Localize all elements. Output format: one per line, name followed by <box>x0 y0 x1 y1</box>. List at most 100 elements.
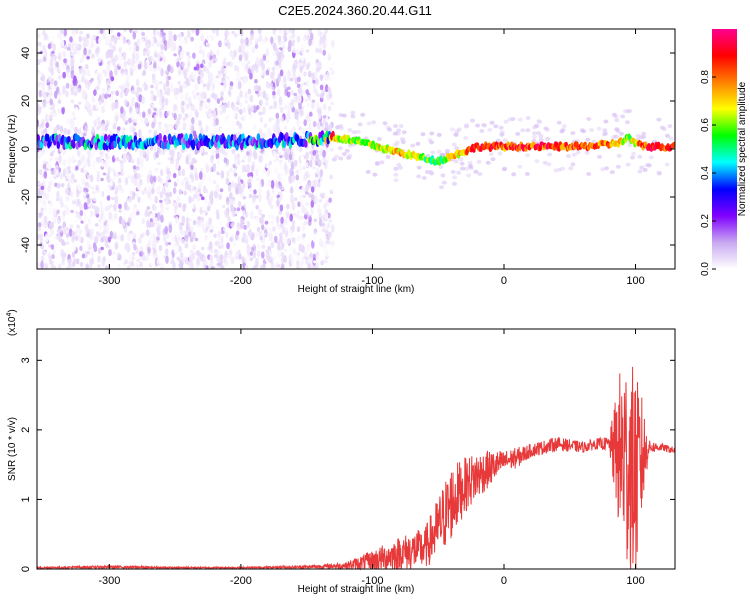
spectrogram-noise-cell <box>213 102 218 110</box>
spectrogram-noise-cell <box>210 211 215 215</box>
spectrogram-noise-cell <box>275 66 280 71</box>
spectrogram-noise-cell <box>98 224 102 231</box>
spectrogram-noise-cell <box>86 174 91 179</box>
spectrogram-noise-cell <box>210 155 215 160</box>
spectrogram-noise-cell <box>283 248 288 253</box>
spectrogram-noise-cell <box>85 181 89 186</box>
spectrogram-noise-cell <box>49 201 54 207</box>
spectrogram-noise-cell <box>214 253 218 258</box>
spectrogram-noise-cell <box>45 221 50 225</box>
spectrogram-noise-cell <box>260 99 264 106</box>
spectrogram-noise-cell <box>214 265 218 269</box>
spectrogram-noise-cell <box>329 191 334 195</box>
spectrogram-noise-cell <box>254 84 259 92</box>
spectrogram-noise-cell <box>225 180 230 185</box>
spectrogram-noise-cell <box>237 200 242 208</box>
spectrogram-noise-cell <box>62 241 66 246</box>
spectrogram-halo-cell <box>400 137 405 142</box>
spectrogram-noise-cell <box>252 123 257 130</box>
spectrogram-noise-cell <box>37 222 42 228</box>
spectrogram-halo-cell <box>463 135 469 140</box>
spectrogram-halo-cell <box>382 121 388 126</box>
spectrogram-noise-cell <box>305 183 309 192</box>
spectrogram-noise-cell <box>76 71 80 79</box>
spectrogram-noise-cell <box>258 155 263 163</box>
spectrogram-noise-cell <box>37 150 42 160</box>
spectrogram-noise-cell <box>248 107 252 116</box>
spectrogram-noise-cell <box>127 232 131 241</box>
spectrogram-noise-cell <box>114 185 119 195</box>
spectrogram-noise-cell <box>84 223 89 232</box>
spectrogram-noise-cell <box>274 33 279 40</box>
spectrogram-noise-cell <box>254 65 259 73</box>
spectrogram-halo-cell <box>591 139 597 144</box>
spectrogram-noise-cell <box>298 263 303 269</box>
spectrogram-noise-cell <box>300 257 305 266</box>
spectrogram-noise-cell <box>127 40 131 46</box>
spectrogram-noise-cell <box>286 238 291 244</box>
spectrogram-noise-cell <box>256 243 261 249</box>
spectrogram-noise-cell <box>323 242 327 250</box>
spectrogram-noise-cell <box>55 198 60 202</box>
spectrogram-noise-cell <box>109 180 113 186</box>
spectrogram-halo-cell <box>476 159 482 164</box>
spectrogram-noise-cell <box>137 63 142 70</box>
spectrogram-noise-cell <box>330 29 335 34</box>
spectrogram-noise-cell <box>288 179 293 184</box>
spectrogram-noise-cell <box>78 67 83 74</box>
spectrogram-halo-cell <box>620 114 626 119</box>
spectrogram-noise-cell <box>54 90 58 99</box>
spectrogram-noise-cell <box>242 182 246 189</box>
spectrogram-noise-cell <box>183 70 188 80</box>
spectrogram-noise-cell <box>290 89 294 95</box>
spectrogram-noise-cell <box>72 200 76 205</box>
spectrogram-noise-cell <box>195 29 200 36</box>
spectrogram-noise-cell <box>319 32 323 37</box>
spectrogram-noise-cell <box>71 251 76 258</box>
spectrogram-halo-cell <box>436 149 442 154</box>
spectrogram-noise-cell <box>156 212 161 221</box>
spectrogram-noise-cell <box>115 90 119 97</box>
spectrogram-noise-cell <box>118 254 122 261</box>
spectrogram-noise-cell <box>267 226 271 234</box>
spectrogram-noise-cell <box>89 232 94 240</box>
spectrogram-noise-cell <box>109 70 113 79</box>
spectrogram-noise-cell <box>79 30 83 35</box>
spectrogram-halo-cell <box>603 119 609 124</box>
spectrogram-halo-cell <box>393 172 399 177</box>
spectrogram-noise-cell <box>260 58 264 67</box>
spectrogram-noise-cell <box>48 89 53 93</box>
spectrogram-noise-cell <box>128 106 133 113</box>
spectrogram-noise-cell <box>129 62 133 72</box>
spectrogram-noise-cell <box>182 117 187 122</box>
spectrogram-noise-cell <box>165 111 170 117</box>
spectrogram-noise-cell <box>198 49 203 54</box>
spectrogram-noise-cell <box>159 199 163 203</box>
spectrogram-noise-cell <box>182 82 187 89</box>
spectrogram-noise-cell <box>116 235 121 240</box>
spectrogram-noise-cell <box>62 229 67 235</box>
spectrogram-noise-cell <box>191 90 196 96</box>
spectrogram-halo-cell <box>393 124 398 128</box>
spectrogram-noise-cell <box>295 113 299 120</box>
spectrogram-noise-cell <box>200 254 204 262</box>
spectrogram-noise-cell <box>119 91 124 99</box>
spectrogram-noise-cell <box>301 79 305 85</box>
spectrogram-noise-cell <box>101 123 105 132</box>
spectrogram-noise-cell <box>286 203 290 210</box>
spectrogram-halo-cell <box>445 149 450 153</box>
spectrogram-halo-cell <box>493 124 499 129</box>
spectrogram-noise-cell <box>73 75 77 85</box>
spectrogram-noise-cell <box>296 259 300 267</box>
spectrogram-noise-cell <box>120 72 125 77</box>
spectrogram-noise-cell <box>272 49 277 56</box>
spectrogram-noise-cell <box>135 91 139 98</box>
spectrogram-noise-cell <box>189 122 193 132</box>
spectrogram-noise-cell <box>123 167 127 175</box>
spectrogram-noise-cell <box>289 77 294 82</box>
spectrogram-noise-cell <box>148 65 153 72</box>
spectrogram-noise-cell <box>307 94 312 102</box>
spectrogram-noise-cell <box>220 243 224 249</box>
snr-frame <box>36 328 676 570</box>
spectrogram-halo-cell <box>538 137 544 142</box>
